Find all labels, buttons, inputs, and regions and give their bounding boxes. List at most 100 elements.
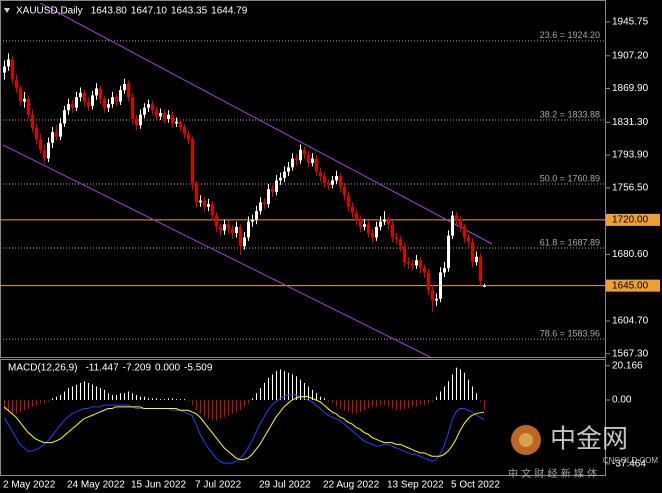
macd-bar: [136, 394, 137, 401]
macd-bar: [60, 394, 61, 401]
macd-bar: [264, 383, 265, 401]
candle-body: [15, 79, 18, 89]
candle-body: [199, 200, 202, 203]
macd-bar: [328, 400, 329, 402]
candle-body: [219, 226, 222, 231]
macd-bar: [208, 400, 209, 419]
macd-line: [3, 394, 485, 464]
candle-body: [483, 285, 486, 287]
panel-title: XAUUSD,Daily: [16, 6, 83, 17]
candle-body: [79, 92, 82, 98]
candle-body: [347, 195, 350, 207]
candle-body: [415, 260, 418, 266]
watermark-brand: 中金网: [550, 425, 628, 455]
candle-body: [135, 119, 138, 126]
macd-bar: [52, 398, 53, 401]
macd-bar: [120, 393, 121, 401]
macd-bar: [20, 400, 21, 412]
candle-body: [59, 123, 62, 137]
macd-bar: [144, 396, 145, 401]
fib-label: 38.2 = 1833.88: [540, 109, 600, 119]
candle-body: [195, 184, 198, 203]
macd-bar: [432, 400, 433, 402]
macd-bar: [424, 400, 425, 406]
macd-bar: [164, 399, 165, 401]
macd-panel-frame: [0, 359, 606, 476]
macd-bar: [452, 374, 453, 401]
candle-body: [319, 171, 322, 177]
macd-bar: [28, 400, 29, 409]
macd-bar: [372, 400, 373, 407]
macd-bar: [96, 386, 97, 401]
candle-body: [143, 107, 146, 115]
macd-bar: [416, 400, 417, 407]
macd-bar: [312, 389, 313, 401]
macd-bar: [384, 400, 385, 406]
macd-bar: [100, 388, 101, 401]
macd-bar: [304, 383, 305, 401]
macd-bar: [148, 398, 149, 401]
candle-body: [299, 149, 302, 161]
y-tick-label: 1869.90: [612, 83, 649, 94]
macd-bar: [76, 384, 77, 401]
candle-body: [275, 180, 278, 192]
macd-bar: [8, 400, 9, 412]
candle-body: [475, 256, 478, 262]
candle-body: [443, 268, 446, 273]
header-value: -11.447: [85, 363, 119, 374]
candle-body: [355, 212, 358, 220]
y-tick-label: 1680.60: [612, 249, 649, 260]
macd-bar: [88, 383, 89, 401]
macd-bar: [280, 369, 281, 401]
candle-body: [451, 215, 454, 236]
macd-bar: [260, 388, 261, 401]
macd-bar: [84, 381, 85, 401]
x-tick-label: 2 May 2022: [3, 480, 56, 491]
symbol-icon: [4, 8, 10, 13]
macd-line: [3, 396, 485, 461]
macd-bar: [320, 396, 321, 401]
candle-body: [191, 139, 194, 185]
macd-bar: [40, 400, 41, 404]
macd-bar: [232, 400, 233, 414]
candle-body: [479, 256, 482, 282]
candle-body: [87, 101, 90, 106]
macd-bar: [284, 371, 285, 401]
candle-body: [439, 272, 442, 299]
macd-bar: [64, 391, 65, 401]
candle-body: [211, 204, 214, 216]
candle-body: [251, 219, 254, 222]
macd-plot: [3, 367, 485, 464]
candle-body: [127, 84, 130, 98]
candle-body: [27, 98, 30, 115]
macd-bar: [196, 400, 197, 411]
candle-body: [455, 215, 458, 220]
macd-bar: [404, 400, 405, 409]
macd-bar: [436, 396, 437, 401]
candle-body: [287, 167, 290, 172]
candle-body: [147, 104, 150, 108]
watermark-site: CNGOLD.COM: [603, 456, 658, 465]
x-tick-label: 22 Aug 2022: [323, 480, 380, 491]
header-value: 1643.35: [171, 6, 208, 17]
macd-bar: [376, 400, 377, 407]
macd-bar: [168, 398, 169, 401]
watermark-slogan: 中 文 财 经 新 媒 体: [508, 467, 597, 480]
x-tick-label: 29 Jul 2022: [259, 480, 311, 491]
candle-body: [119, 90, 122, 102]
macd-bar: [484, 400, 485, 410]
macd-bar: [4, 400, 5, 411]
candle-body: [75, 97, 78, 108]
candle-body: [235, 226, 238, 234]
macd-bar: [472, 386, 473, 401]
header-value: 0.000: [155, 363, 180, 374]
macd-bar: [420, 400, 421, 406]
candle-body: [351, 206, 354, 213]
candle-body: [103, 98, 106, 108]
candle-body: [187, 133, 190, 140]
logo-inner: [519, 433, 533, 447]
macd-bar: [444, 386, 445, 401]
x-tick-label: 5 Oct 2022: [451, 480, 500, 491]
x-tick-label: 15 Jun 2022: [131, 480, 186, 491]
